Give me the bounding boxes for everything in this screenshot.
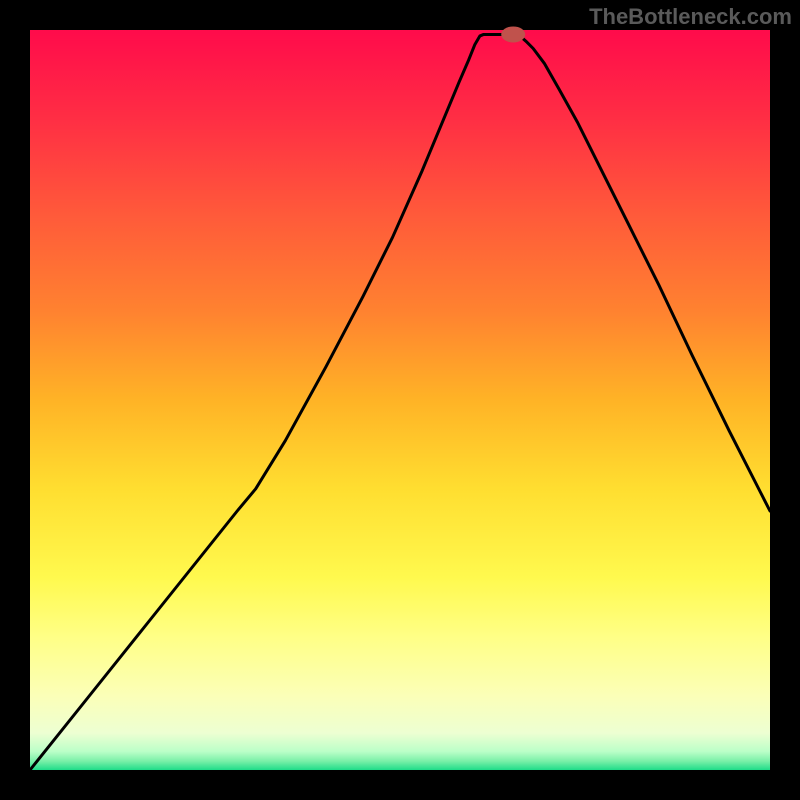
chart-svg: [0, 0, 800, 800]
bottleneck-chart: TheBottleneck.com: [0, 0, 800, 800]
plot-background: [30, 30, 770, 770]
watermark-label: TheBottleneck.com: [589, 4, 792, 30]
optimal-marker: [501, 26, 525, 42]
